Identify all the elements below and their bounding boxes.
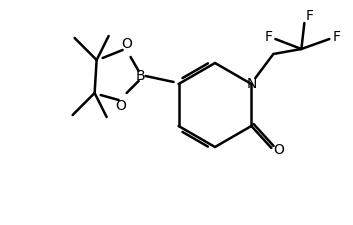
Text: F: F bbox=[333, 30, 340, 44]
Text: N: N bbox=[246, 77, 257, 91]
Text: O: O bbox=[121, 37, 132, 51]
Text: F: F bbox=[264, 30, 273, 44]
Text: B: B bbox=[136, 69, 145, 83]
Text: F: F bbox=[305, 9, 313, 23]
Text: O: O bbox=[115, 99, 126, 113]
Text: O: O bbox=[273, 143, 284, 157]
